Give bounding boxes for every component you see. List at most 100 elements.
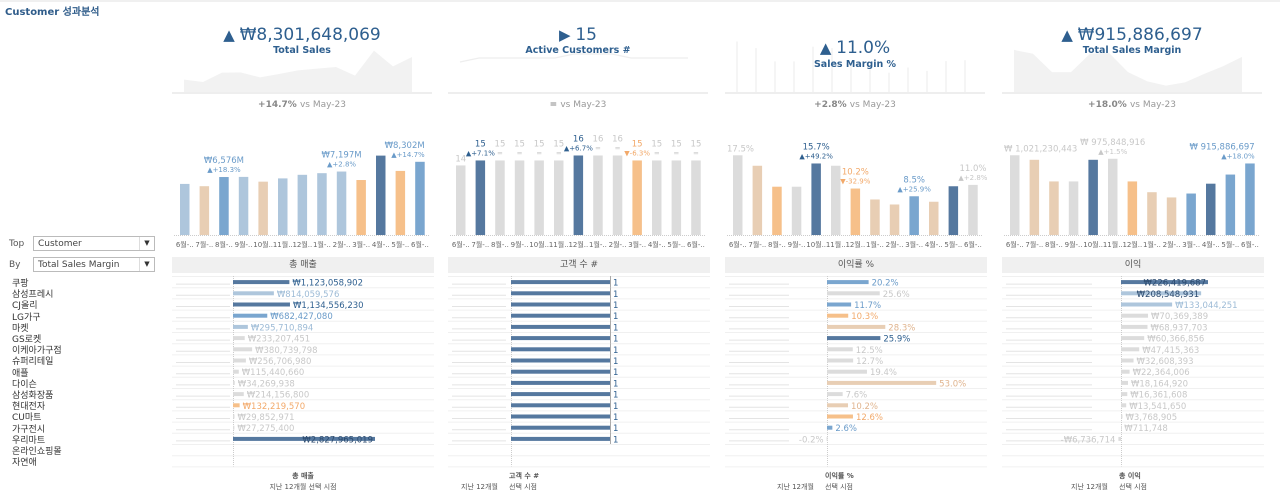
bar-change-label: = [517,149,523,157]
bar [238,176,249,235]
row-bar [827,336,881,341]
bar [593,155,603,235]
row-value-label: 19.4% [870,368,897,378]
bar [671,160,682,235]
bar-column: 20.2%25.6%11.7%10.3% 28.3% 25.9%12.5%12.7%… [725,276,987,468]
row-bar [233,425,235,430]
kpi-change: +2.8% [814,100,850,110]
bar [691,160,701,235]
customer-name: CU마트 [12,413,42,424]
row-value-label: ₩2,827,965,019 [302,435,373,445]
bar-value-label: 11.0% [959,164,986,174]
bar-value-label: 15 [671,139,682,149]
kpi-sparkline [1002,49,1262,94]
kpi-change: = [549,100,561,110]
bar-change-label: ▲+14.7% [391,151,425,159]
bar-value-label: 14 [455,154,466,164]
row-value-label: ₩16,361,608 [1130,391,1187,401]
chevron-down-icon[interactable]: ▼ [139,258,154,271]
footer-period-right: 선택 시점 [1119,483,1147,491]
x-tick-label: 11월.. [826,240,846,249]
row-value-label: 12.6% [856,413,883,423]
row-value-label: -0.2% [799,435,824,445]
kpi-value: ▲ ₩8,301,648,069 [223,25,381,45]
by-select[interactable]: Total Sales Margin ▼ [33,257,155,272]
row-value-label: ₩682,427,080 [270,312,332,322]
row-value-label: ₩295,710,894 [251,323,313,333]
kpi-label: Total Sales [273,45,331,56]
customer-name: 쿠팡 [12,279,29,289]
customer-name: 애플 [12,368,29,379]
bar-change-label: ▲+2.8% [958,174,987,182]
row-value-label: ₩380,739,798 [255,346,317,356]
bar-value-label: ₩ 915,886,697 [1190,142,1255,152]
x-tick-label: 4월-.. [372,240,390,249]
row-bar [233,380,235,385]
customer-name: 이케아가구점 [12,346,62,357]
row-bar [511,313,610,318]
x-tick-label: 4월-.. [1202,240,1220,249]
x-tick-label: 6월-.. [964,240,982,249]
customer-name: 우리마트 [12,435,46,446]
row-value-label: 1 [613,402,618,412]
row-value-label: 1 [613,424,618,434]
bar [297,174,308,235]
chevron-down-icon[interactable]: ▼ [139,237,154,250]
row-bar [1121,336,1145,341]
kpi-value-text: ₩8,301,648,069 [239,25,381,45]
row-value-label: 1 [613,435,618,445]
x-tick-label: 6월-.. [729,240,747,249]
customer-name: GS로켓 [12,335,42,345]
row-value-label: ₩13,541,650 [1129,402,1186,412]
bar [1186,193,1196,235]
row-bar [233,302,290,307]
top-select-value: Customer [38,239,82,249]
bar-value-label: 15 [534,139,545,149]
x-tick-label: 8월-.. [768,240,786,249]
x-tick-label: 1월-.. [866,240,884,249]
footer-period-left: 지난 12개월 [1071,483,1108,491]
bar [395,170,406,235]
x-tick-label: 11월.. [273,240,293,249]
row-bar [1121,380,1128,385]
bar [652,160,662,235]
row-bar [1121,403,1127,408]
row-value-label: 1 [613,346,618,356]
row-bar [827,369,867,374]
kpi-value: ▲ ₩915,886,697 [1061,25,1202,45]
bar-value-label: 15 [632,139,643,149]
kpi-label: Sales Margin % [813,59,897,70]
top-select[interactable]: Customer ▼ [33,236,155,251]
row-bar [1121,324,1148,329]
row-bar [511,414,610,419]
row-value-label: ₩133,044,251 [1175,301,1237,311]
row-value-label: 10.2% [851,402,878,412]
bar-change-label: ▲+25.9% [897,185,931,193]
bar [199,186,210,235]
kpi-value-text: ₩915,886,697 [1077,25,1203,45]
x-tick-label: 6월-.. [452,240,470,249]
row-value-label: ₩208,548,931 [1137,290,1199,300]
bar-value-label: 15 [495,139,506,149]
x-tick-label: 4월-.. [925,240,943,249]
bar-value-label: 8.5% [903,175,925,185]
bar-change-label: = [556,149,562,157]
by-select-value: Total Sales Margin [38,260,120,270]
kpi-vs-period: vs May-23 [560,100,607,110]
bar [968,184,978,235]
bar [752,165,763,235]
row-bar [511,358,610,363]
row-value-label: 10.3% [851,312,878,322]
row-bar [1121,369,1130,374]
row-value-label: ₩22,364,006 [1133,368,1190,378]
row-value-label: 1 [613,279,618,289]
row-bar [511,392,610,397]
bar [1166,197,1177,235]
customer-name: 삼성화장품 [12,391,54,401]
row-value-label: 11.7% [854,301,881,311]
x-tick-label: 12월.. [845,240,865,249]
bar-change-label: = [673,149,679,157]
bar [772,186,782,235]
row-bar [1121,291,1202,296]
row-value-label: 2.6% [835,424,857,434]
